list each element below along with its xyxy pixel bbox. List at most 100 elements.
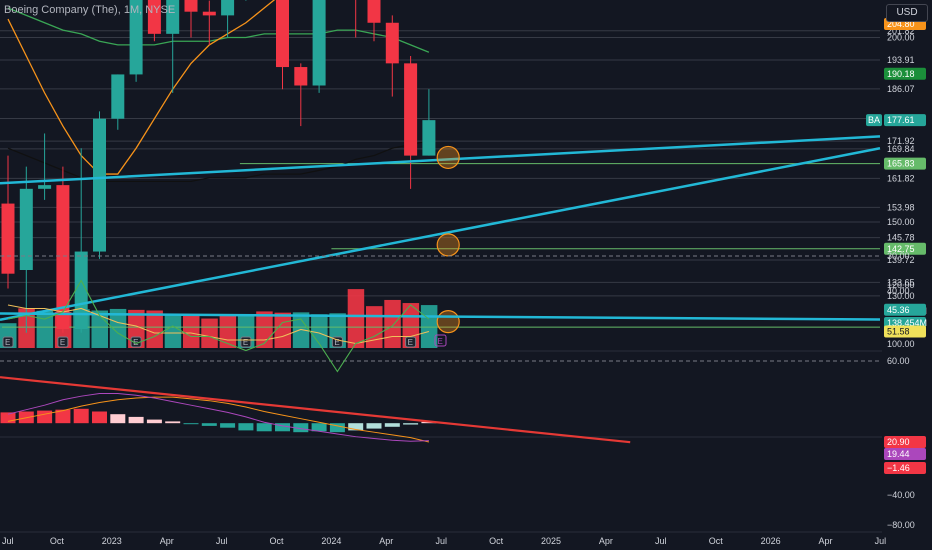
macd-histogram-bar (403, 423, 419, 425)
rsi-trendline (0, 312, 881, 321)
candle-body (38, 185, 52, 189)
candle-body (404, 63, 418, 156)
rsi-badge-text: 51.58 (887, 327, 910, 337)
rsi-line (7, 279, 430, 373)
time-axis-label: 2026 (761, 536, 781, 546)
candle-body (312, 0, 326, 86)
macd-histogram-bar (37, 410, 53, 424)
time-axis-label: Jul (216, 536, 228, 546)
rsi-badge (884, 303, 926, 316)
volume-bar (292, 312, 310, 348)
macd-histogram-bar (293, 423, 309, 433)
candle-body (111, 74, 125, 119)
circle-marker (436, 145, 460, 170)
time-axis-label: Apr (379, 536, 393, 546)
upcoming-earnings-marker (434, 334, 447, 347)
price-axis-label: 130.00 (887, 291, 915, 301)
currency-selector[interactable]: USD (886, 4, 928, 22)
volume-bar (311, 314, 328, 348)
macd-axis-label: −80.00 (887, 520, 915, 530)
macd-badge (884, 436, 926, 448)
candle-body (19, 188, 33, 270)
volume-bar (36, 310, 54, 348)
price-axis-label: 153.98 (887, 202, 915, 212)
earnings-marker-label: E (133, 338, 138, 347)
price-axis-label: 133.65 (887, 277, 915, 287)
time-axis-label: Oct (709, 536, 724, 546)
price-badge (884, 157, 926, 170)
time-axis-label: Oct (489, 536, 504, 546)
price-badge (884, 67, 926, 80)
macd-histogram-bar (256, 423, 272, 432)
candle-body (422, 120, 436, 156)
volume-badge-text: 138.454M (887, 318, 927, 328)
time-axis-label: Apr (818, 536, 832, 546)
price-axis-label: 120.00 (887, 280, 915, 290)
macd-badge-text: 19.44 (887, 449, 910, 459)
price-badge-text: 190.18 (887, 69, 915, 79)
candle-body (221, 0, 235, 16)
ema-fast-line (7, 0, 276, 175)
price-badge (884, 114, 926, 127)
macd-histogram-bar (55, 409, 71, 424)
macd-histogram-bar (92, 411, 107, 424)
rsi-axis-label: 40.00 (887, 286, 910, 296)
time-axis-label: Jul (2, 536, 14, 546)
price-axis-label: 145.78 (887, 233, 915, 243)
time-axis-label: 2023 (102, 536, 122, 546)
macd-histogram-bar (366, 423, 382, 429)
macd-badge (884, 462, 926, 474)
ticker-badge-text: BA (868, 115, 880, 125)
candle-body (129, 0, 143, 75)
circle-marker (436, 310, 460, 334)
macd-histogram-bar (110, 414, 126, 424)
macd-histogram-bar (128, 416, 144, 424)
time-axis-label: Oct (50, 536, 65, 546)
macd-histogram-bar (165, 421, 181, 424)
price-badge-text: 142.75 (887, 244, 915, 254)
price-axis-label: 186.07 (887, 84, 915, 94)
macd-histogram-bar (329, 423, 345, 433)
macd-badge-text: 20.90 (887, 437, 910, 447)
price-axis-label: 150.00 (887, 217, 915, 227)
rsi-badge (884, 325, 926, 338)
time-axis-label: 2024 (321, 536, 341, 546)
volume-bar (183, 315, 200, 348)
candle-body (166, 0, 180, 34)
macd-histogram-bar (146, 419, 162, 424)
candle-body (294, 67, 308, 86)
rsi-badge-text: 45.36 (887, 305, 910, 315)
earnings-marker-label: E (5, 338, 10, 347)
earnings-marker (2, 336, 14, 348)
price-badge (884, 242, 926, 255)
time-axis-label: Apr (599, 536, 613, 546)
price-badge-text: 177.61 (887, 115, 915, 125)
rsi-axis-label: 30.00 (887, 251, 910, 261)
candle-body (385, 22, 399, 64)
upcoming-earnings-label: E (438, 337, 443, 346)
macd-histogram-bar (183, 423, 199, 425)
price-badge-text: 165.83 (887, 159, 915, 169)
macd-histogram-bar (275, 423, 290, 432)
candle-body (276, 0, 289, 68)
candle-body (184, 0, 198, 12)
ticker-badge (866, 114, 882, 127)
macd-histogram-bar (311, 423, 327, 432)
volume-bar (384, 299, 401, 348)
macd-histogram-bar (384, 423, 400, 427)
macd-badge (884, 448, 926, 460)
price-axis-label: 201.82 (887, 26, 915, 36)
time-axis-label: Apr (160, 536, 174, 546)
candle-body (1, 203, 15, 274)
price-axis-label: 169.84 (887, 144, 915, 154)
rsi-axis-label: 60.00 (887, 356, 910, 366)
trendline (0, 147, 881, 322)
candle-body (202, 11, 216, 16)
price-badge-text: 204.80 (887, 19, 915, 29)
time-axis-label: Jul (435, 536, 447, 546)
time-axis-label: Jul (875, 536, 887, 546)
macd-trendline (0, 376, 631, 444)
macd-signal-line (7, 396, 430, 443)
candle-body (147, 0, 161, 34)
